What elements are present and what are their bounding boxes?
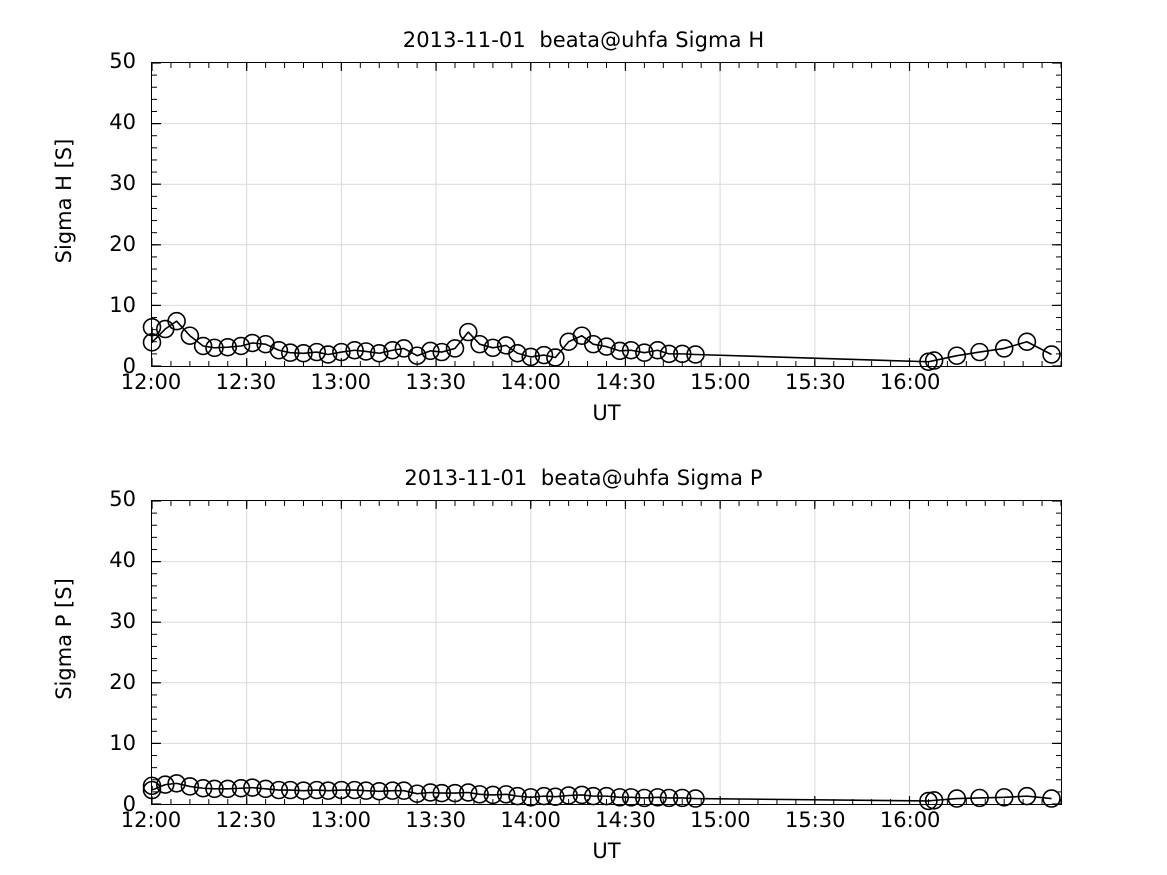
data-series-sigma-p bbox=[142, 774, 1061, 811]
x-axis-label-sigma-h: UT bbox=[592, 401, 621, 425]
data-series-sigma-h bbox=[142, 311, 1061, 371]
ytick-label: 50 bbox=[109, 487, 136, 511]
chart-title-sigma-h: 2013-11-01 beata@uhfa Sigma H bbox=[402, 28, 765, 52]
xtick-label: 15:00 bbox=[690, 370, 751, 394]
xtick-label: 15:00 bbox=[690, 808, 751, 832]
plot-area-sigma-h bbox=[142, 62, 1062, 371]
ytick-label: 0 bbox=[122, 792, 136, 816]
ytick-label: 20 bbox=[109, 670, 136, 694]
y-axis-ticklabels-sigma-p: 0 10 20 30 40 50 bbox=[0, 438, 146, 875]
ytick-label: 10 bbox=[109, 731, 136, 755]
ytick-label: 30 bbox=[109, 609, 136, 633]
ytick-label: 40 bbox=[109, 110, 136, 134]
xtick-label: 16:00 bbox=[879, 370, 941, 394]
ytick-label: 10 bbox=[109, 293, 136, 317]
xtick-label: 14:30 bbox=[595, 370, 656, 394]
gridlines-sigma-p bbox=[152, 501, 1061, 804]
y-axis-label-sigma-h: Sigma H [S] bbox=[52, 138, 76, 264]
xtick-label: 12:30 bbox=[215, 370, 277, 394]
chart-panel-sigma-p: 2013-11-01 beata@uhfa Sigma P 0 10 20 30… bbox=[0, 438, 1167, 875]
xtick-label: 13:00 bbox=[310, 370, 372, 394]
ytick-label: 50 bbox=[109, 49, 136, 73]
chart-panel-sigma-h: 2013-11-01 beata@uhfa Sigma H 0 10 20 30… bbox=[0, 0, 1167, 437]
xtick-label: 13:00 bbox=[310, 808, 372, 832]
xtick-label: 12:00 bbox=[120, 808, 182, 832]
x-axis-label-sigma-p: UT bbox=[592, 839, 621, 863]
xtick-label: 12:00 bbox=[120, 370, 182, 394]
xtick-label: 15:30 bbox=[785, 370, 846, 394]
y-axis-ticklabels-sigma-h: 0 10 20 30 40 50 bbox=[0, 0, 146, 437]
ytick-label: 40 bbox=[109, 548, 136, 572]
plot-area-sigma-p bbox=[142, 500, 1062, 811]
xtick-label: 14:00 bbox=[500, 808, 561, 832]
xtick-label: 16:00 bbox=[879, 808, 941, 832]
xtick-label: 13:30 bbox=[405, 370, 466, 394]
gridlines-sigma-h bbox=[152, 63, 1061, 366]
xtick-label: 13:30 bbox=[405, 808, 466, 832]
ytick-label: 30 bbox=[109, 171, 136, 195]
xtick-label: 12:30 bbox=[215, 808, 277, 832]
ytick-label: 20 bbox=[109, 232, 136, 256]
y-axis-label-sigma-p: Sigma P [S] bbox=[52, 578, 76, 700]
xtick-label: 14:30 bbox=[595, 808, 656, 832]
chart-title-sigma-p: 2013-11-01 beata@uhfa Sigma P bbox=[404, 466, 763, 490]
xtick-label: 14:00 bbox=[500, 370, 561, 394]
ytick-label: 0 bbox=[122, 354, 136, 378]
xtick-label: 15:30 bbox=[785, 808, 846, 832]
